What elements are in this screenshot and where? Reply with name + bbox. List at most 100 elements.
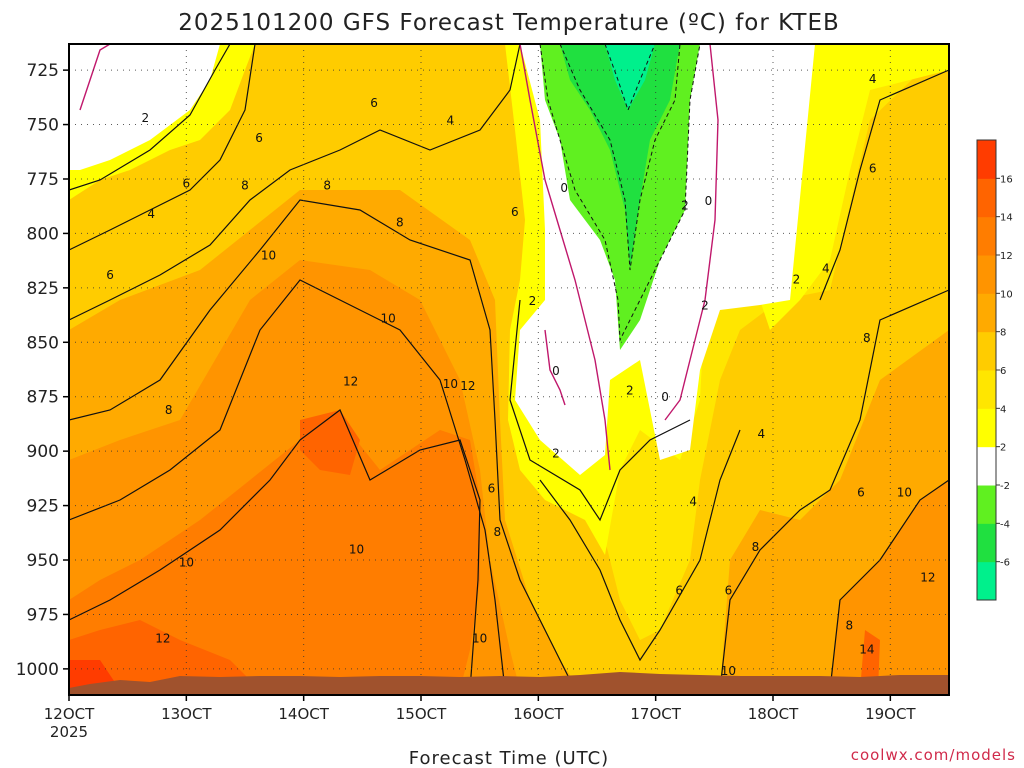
contour-label: 6: [675, 584, 683, 598]
y-tick-label: 800: [27, 224, 59, 244]
contour-label: 6: [106, 268, 114, 282]
colorbar-label: 16: [1000, 174, 1013, 185]
colorbar-label: -2: [1000, 481, 1010, 492]
band-minus6-minus4: [605, 44, 655, 110]
contour-label: 4: [822, 261, 830, 275]
x-tick-label: 18OCT: [748, 705, 799, 723]
contour-10: [69, 279, 506, 691]
contour-label: 4: [147, 207, 155, 221]
contour-label: 4: [757, 427, 765, 441]
x-tick-label: 12OCT: [44, 705, 95, 723]
contour-label: 10: [472, 632, 487, 646]
colorbar-label: 14: [1000, 213, 1013, 224]
colorbar-segment: [977, 331, 996, 371]
y-tick-label: 775: [27, 170, 59, 190]
band-12-14: [69, 420, 480, 690]
contour-label: 12: [155, 632, 170, 646]
contour-label: 4: [869, 72, 877, 86]
contour-label: 12: [920, 571, 935, 585]
contour-label: 2: [141, 111, 149, 125]
colorbar-label: -4: [1000, 519, 1010, 530]
x-tick-label: 17OCT: [630, 705, 681, 723]
y-tick-label: 725: [27, 61, 59, 81]
contour-label: 10: [443, 377, 458, 391]
band-14-16-b: [300, 410, 360, 475]
contour-label: 8: [165, 403, 173, 417]
contour-label: 10: [721, 664, 736, 678]
contour-label: 6: [869, 161, 877, 175]
terrain-surface: [69, 672, 949, 695]
y-tick-label: 925: [27, 497, 59, 517]
zero-contour-small: [544, 329, 566, 406]
credit-text: coolwx.com/models: [851, 746, 1016, 764]
contour-label: 6: [488, 481, 496, 495]
colorbar-label: 10: [1000, 289, 1013, 300]
x-tick-sublabel: 2025: [50, 723, 88, 741]
band-0-2-topleft: [69, 44, 220, 170]
contour-label: 12: [460, 379, 475, 393]
contour-label: 10: [261, 248, 276, 262]
colorbar: -6 -4 -2 2 4 6 8 10 12 14 16: [976, 139, 1013, 601]
contour-label: 8: [241, 179, 249, 193]
colorbar-segment: [977, 446, 996, 486]
contour-label: 0: [552, 364, 560, 378]
contour-6: [69, 44, 521, 321]
colorbar-segment: [977, 255, 996, 294]
contour-label: 8: [863, 331, 871, 345]
colorbar-label: 2: [1000, 443, 1006, 454]
band-minus4-minus2: [560, 44, 680, 270]
freezing-contours: [539, 44, 701, 342]
contour-label: 8: [396, 216, 404, 230]
colorbar-segment: [977, 523, 996, 563]
contour-minus6: [604, 44, 656, 112]
colorbar-label: 4: [1000, 404, 1006, 415]
y-tick-label: 975: [27, 605, 59, 625]
contour-label: 10: [349, 542, 364, 556]
contour-label: 10: [381, 312, 396, 326]
chart-title: 2025101200 GFS Forecast Temperature (ºC)…: [178, 10, 840, 36]
colorbar-segment: [977, 216, 996, 256]
contour-label: 14: [859, 642, 874, 656]
y-tick-label: 950: [27, 551, 59, 571]
contour-label: 6: [857, 486, 865, 500]
contour-label: 8: [845, 619, 853, 633]
contour-label: 8: [752, 540, 760, 554]
colorbar-segment: [977, 178, 996, 218]
x-tick-label: 19OCT: [865, 705, 916, 723]
contour-label: 2: [793, 272, 801, 286]
contour-minus2: [539, 44, 701, 342]
y-tick-label: 850: [27, 333, 59, 353]
y-tick-label: 825: [27, 279, 59, 299]
x-axis-label: Forecast Time (UTC): [409, 748, 609, 768]
zero-contours: [79, 44, 719, 471]
contour-4: [69, 44, 256, 251]
contour-label: 6: [725, 584, 733, 598]
contour-label: 6: [255, 131, 263, 145]
contour-label: 4: [689, 494, 697, 508]
grid-lines: [69, 44, 949, 695]
contour-label: 2: [681, 198, 689, 212]
contour-mid-4: [539, 429, 741, 662]
contour-label: 10: [897, 486, 912, 500]
colorbar-segment: [977, 408, 996, 448]
contour-label: 8: [493, 525, 501, 539]
colorbar-segment: [977, 485, 996, 524]
colorbar-label: -6: [1000, 558, 1010, 569]
contour-label: 0: [705, 194, 713, 208]
contour-label: 12: [343, 375, 358, 389]
band-14-16: [69, 620, 260, 690]
colorbar-label: 6: [1000, 366, 1006, 377]
x-tick-label: 13OCT: [161, 705, 212, 723]
contour-label: 6: [183, 177, 191, 191]
contour-label: 10: [179, 555, 194, 569]
contour-12: [69, 409, 481, 691]
x-tick-label: 16OCT: [513, 705, 564, 723]
colorbar-segment: [977, 561, 996, 601]
contour-minus4: [559, 44, 681, 271]
band-minus2-0: [540, 44, 700, 350]
contour-right-8: [829, 479, 949, 691]
